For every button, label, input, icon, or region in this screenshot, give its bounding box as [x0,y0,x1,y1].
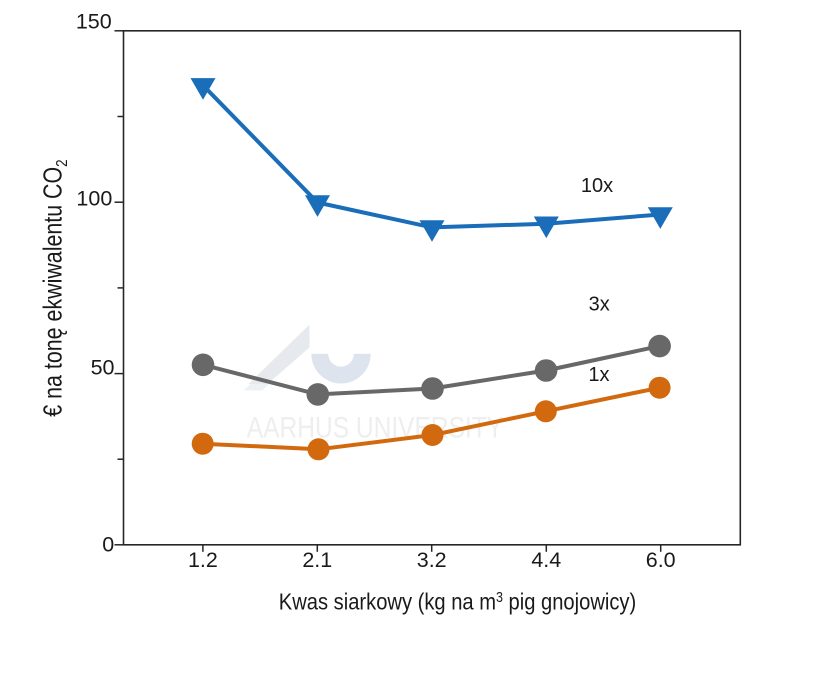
svg-text:10x: 10x [581,175,613,197]
svg-text:1.2: 1.2 [188,548,218,572]
svg-text:€ na tonę ekwiwalentu CO2: € na tonę ekwiwalentu CO2 [39,159,72,416]
svg-text:3x: 3x [589,294,610,316]
svg-text:6.0: 6.0 [646,548,676,572]
svg-text:100: 100 [76,187,112,211]
svg-text:0: 0 [102,532,114,556]
svg-text:3.2: 3.2 [417,548,447,572]
svg-text:1x: 1x [588,364,609,386]
svg-text:2.1: 2.1 [302,548,332,572]
svg-text:150: 150 [76,10,112,34]
svg-text:4.4: 4.4 [531,548,561,572]
svg-text:50: 50 [91,355,115,379]
svg-text:Kwas siarkowy (kg na m3 pig gn: Kwas siarkowy (kg na m3 pig gnojowicy) [279,588,636,615]
